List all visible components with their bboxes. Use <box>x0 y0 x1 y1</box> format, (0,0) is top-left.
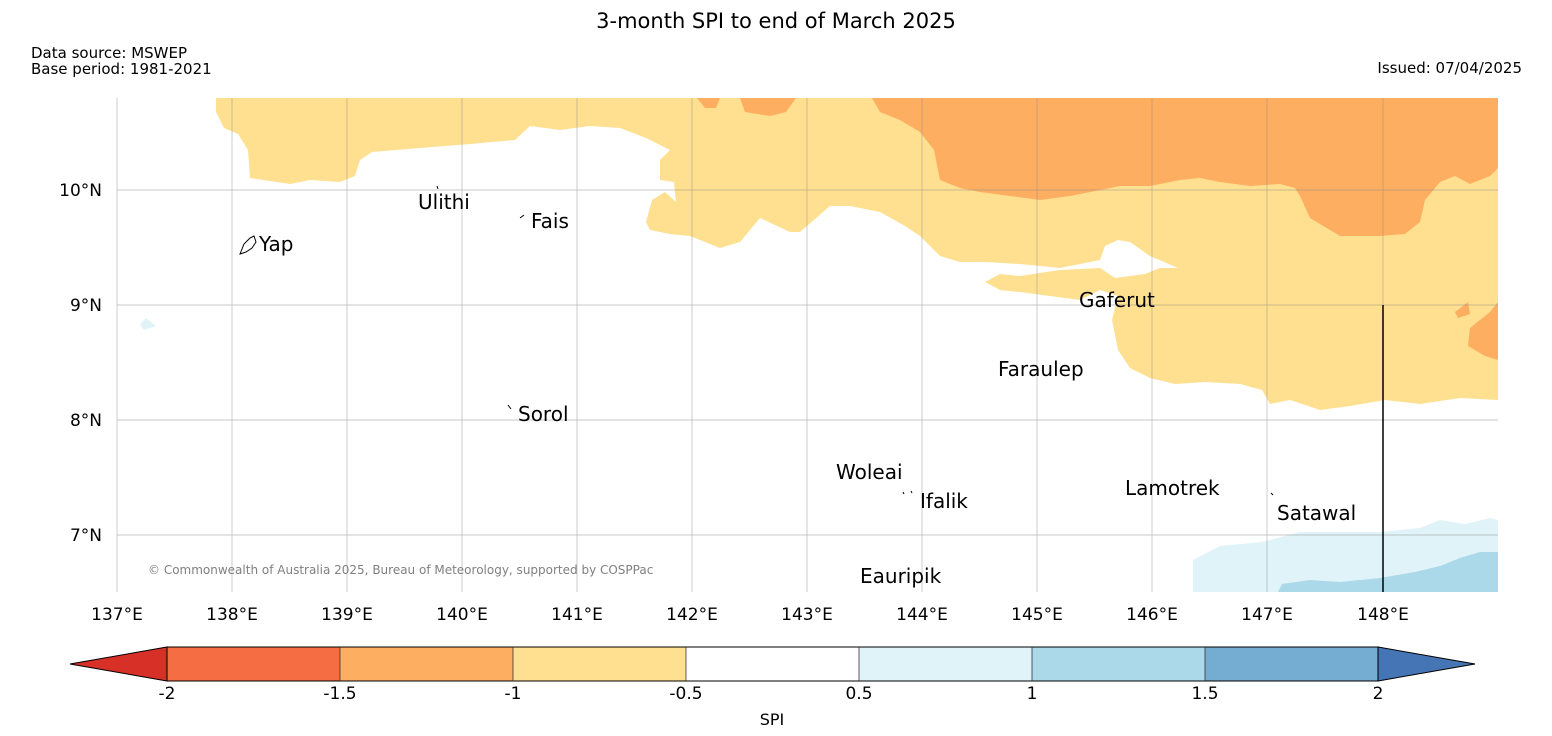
colorbar-frame <box>166 646 1379 682</box>
place-label-satawal: Satawal <box>1277 501 1356 525</box>
colorbar-tick-label: -1.5 <box>323 684 356 704</box>
lon-tick-labels: 137°E 138°E 139°E 140°E 141°E 142°E 143°… <box>91 605 1409 625</box>
colorbar-segment <box>513 647 686 681</box>
lon-tick-label: 138°E <box>206 605 258 625</box>
place-label-sorol: Sorol <box>518 402 569 426</box>
lon-tick-label: 140°E <box>436 605 488 625</box>
colorbar-segment <box>686 647 859 681</box>
lon-tick-label: 139°E <box>321 605 373 625</box>
lat-tick-labels: 10°N 9°N 8°N 7°N <box>59 181 102 546</box>
lon-tick-label: 147°E <box>1241 605 1293 625</box>
colorbar: -2 -1.5 -1 -0.5 0.5 1 1.5 2 SPI <box>69 646 1476 729</box>
spi-region-wet-small <box>140 318 156 330</box>
yap-island-outline <box>239 235 257 255</box>
colorbar-tick-label: 2 <box>1373 684 1384 704</box>
spi-fill-layer <box>140 98 1498 592</box>
spi-region-dry-severe-2 <box>740 98 796 116</box>
place-label-ifalik: Ifalik <box>920 489 968 513</box>
lon-tick-label: 143°E <box>781 605 833 625</box>
colorbar-tick-label: -0.5 <box>669 684 702 704</box>
colorbar-segment <box>859 647 1032 681</box>
map-title: 3-month SPI to end of March 2025 <box>596 9 956 33</box>
lon-tick-label: 142°E <box>666 605 718 625</box>
lat-tick-label: 9°N <box>70 296 102 316</box>
spi-region-wet-severe <box>1278 552 1498 592</box>
lat-tick-label: 7°N <box>70 526 102 546</box>
place-label-faraulep: Faraulep <box>998 357 1084 381</box>
issued-date-text: Issued: 07/04/2025 <box>1377 59 1522 77</box>
data-source-text: Data source: MSWEP <box>31 44 188 62</box>
lon-tick-label: 137°E <box>91 605 143 625</box>
place-label-woleai: Woleai <box>836 460 903 484</box>
colorbar-segment <box>340 647 513 681</box>
spi-region-dry-severe-3 <box>697 98 720 108</box>
spi-region-dry-severe-5 <box>1455 302 1470 318</box>
colorbar-tick-label: 1 <box>1027 684 1038 704</box>
colorbar-dividers <box>339 647 1206 681</box>
place-label-eauripik: Eauripik <box>860 564 942 588</box>
island-marks <box>239 185 1274 496</box>
spi-region-dry-severe-4 <box>1468 302 1498 360</box>
place-label-lamotrek: Lamotrek <box>1125 476 1220 500</box>
copyright-text: © Commonwealth of Australia 2025, Bureau… <box>148 563 653 577</box>
lon-tick-label: 148°E <box>1357 605 1409 625</box>
place-label-fais: Fais <box>531 209 569 233</box>
lon-tick-label: 145°E <box>1011 605 1063 625</box>
colorbar-tick-label: -1 <box>505 684 522 704</box>
base-period-text: Base period: 1981-2021 <box>31 60 212 78</box>
colorbar-tick-label: 1.5 <box>1191 684 1218 704</box>
colorbar-segment <box>167 647 340 681</box>
lon-tick-label: 146°E <box>1126 605 1178 625</box>
colorbar-title: SPI <box>760 710 785 729</box>
colorbar-extend-high <box>1377 646 1476 682</box>
place-labels: Yap Ulithi Fais Gaferut Faraulep Sorol W… <box>258 190 1356 588</box>
colorbar-tick-label: -2 <box>159 684 176 704</box>
place-label-ulithi: Ulithi <box>418 190 470 214</box>
colorbar-extend-low <box>69 646 168 682</box>
lat-tick-label: 8°N <box>70 411 102 431</box>
colorbar-segment <box>1205 647 1378 681</box>
place-label-gaferut: Gaferut <box>1079 288 1155 312</box>
colorbar-segment <box>1032 647 1205 681</box>
place-label-yap: Yap <box>258 232 293 256</box>
lat-tick-label: 10°N <box>59 181 102 201</box>
colorbar-tick-label: 0.5 <box>845 684 872 704</box>
lon-tick-label: 144°E <box>896 605 948 625</box>
spi-region-dry-severe <box>872 98 1498 236</box>
lon-tick-label: 141°E <box>551 605 603 625</box>
